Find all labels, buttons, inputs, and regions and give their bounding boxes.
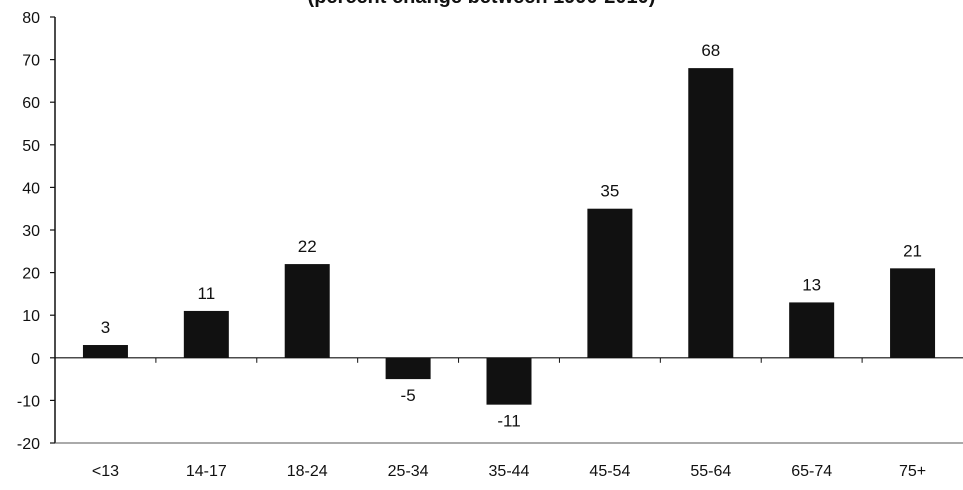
x-tick-label: 25-34	[388, 463, 429, 480]
y-tick-label: -20	[17, 436, 40, 453]
bar-1	[82, 345, 128, 358]
x-tick-label: 55-64	[690, 463, 731, 480]
bar-2	[183, 310, 229, 358]
bar-5	[486, 357, 532, 405]
data-label: 13	[802, 275, 821, 294]
y-tick-label: 60	[22, 95, 40, 112]
y-tick-label: 40	[22, 180, 40, 197]
x-tick-label: 65-74	[791, 463, 832, 480]
bar-8	[789, 302, 835, 358]
data-label: 68	[701, 41, 720, 60]
data-label: 21	[903, 241, 922, 260]
data-label: 11	[198, 284, 216, 303]
data-label: -5	[401, 386, 416, 405]
x-tick-label: 18-24	[287, 463, 328, 480]
x-tick-label: <13	[92, 463, 119, 480]
y-tick-label: 20	[22, 266, 40, 283]
x-tick-label: 35-44	[489, 463, 530, 480]
x-tick-label: 14-17	[186, 463, 227, 480]
y-tick-label: -10	[17, 393, 40, 410]
data-label: -11	[497, 412, 520, 431]
bar-6	[587, 208, 633, 358]
bar-4	[385, 357, 431, 380]
y-tick-label: 30	[22, 223, 40, 240]
data-label: 22	[298, 237, 317, 256]
bar-9	[890, 268, 936, 358]
chart-title: (percent change between 1990-2010)	[0, 0, 963, 9]
y-tick-label: 80	[22, 10, 40, 27]
y-tick-label: 10	[22, 308, 40, 325]
bar-7	[688, 68, 734, 358]
bar-3	[284, 264, 330, 358]
y-tick-label: 0	[31, 351, 40, 368]
data-label: 3	[101, 318, 110, 337]
x-tick-label: 75+	[899, 463, 926, 480]
y-tick-label: 50	[22, 138, 40, 155]
x-tick-label: 45-54	[589, 463, 630, 480]
data-label: 35	[600, 182, 619, 201]
y-tick-label: 70	[22, 53, 40, 70]
